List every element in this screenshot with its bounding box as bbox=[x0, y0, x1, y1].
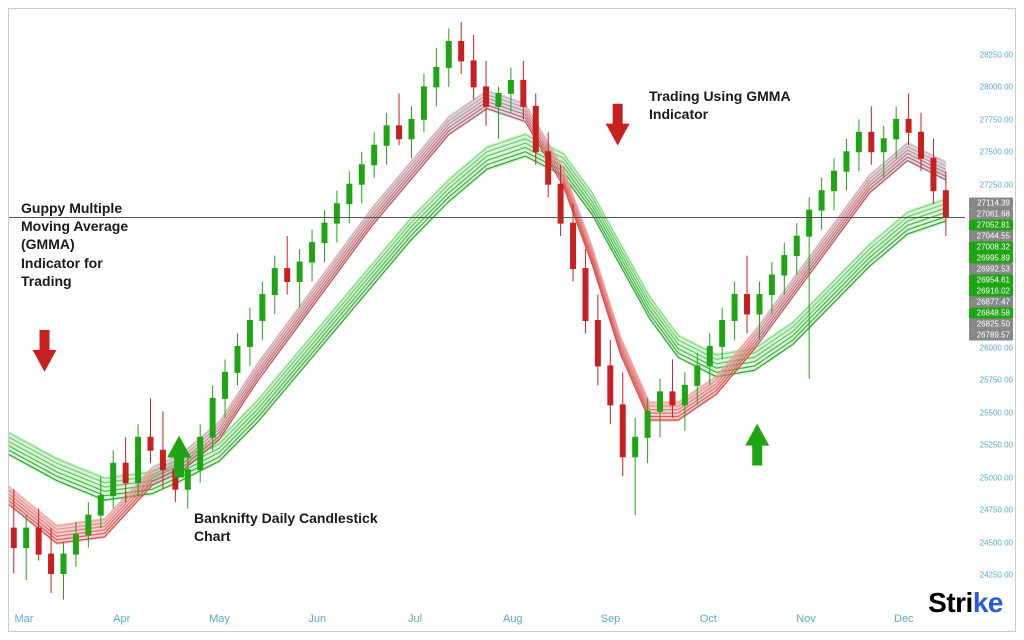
x-tick: Aug bbox=[503, 613, 523, 625]
y-tick: 25000.00 bbox=[980, 473, 1013, 482]
price-label: 26992.53 bbox=[969, 263, 1013, 274]
y-tick: 25500.00 bbox=[980, 408, 1013, 417]
y-tick: 25750.00 bbox=[980, 376, 1013, 385]
price-label: 26954.61 bbox=[969, 274, 1013, 285]
price-label: 26825.50 bbox=[969, 318, 1013, 329]
price-label: 27061.68 bbox=[969, 208, 1013, 219]
y-tick: 28000.00 bbox=[980, 83, 1013, 92]
annotation-banknifty: Banknifty Daily Candlestick Chart bbox=[194, 509, 378, 545]
x-tick: Nov bbox=[796, 613, 816, 625]
x-axis: Mar Apr May Jun Jul Aug Sep Oct Nov Dec bbox=[9, 606, 965, 631]
chart-container: 24250.00 24500.00 24750.00 25000.00 25250.00… bbox=[8, 8, 1016, 632]
price-label: 27052.81 bbox=[969, 219, 1013, 230]
price-label: 26995.89 bbox=[969, 252, 1013, 263]
price-label: 26916.02 bbox=[969, 285, 1013, 296]
candlestick-chart bbox=[9, 9, 965, 606]
x-tick: Jul bbox=[408, 613, 422, 625]
logo-blue: ke bbox=[973, 587, 1003, 618]
y-tick: 26000.00 bbox=[980, 343, 1013, 352]
logo-black: Stri bbox=[928, 587, 973, 618]
x-tick: Apr bbox=[113, 613, 130, 625]
y-tick: 27500.00 bbox=[980, 148, 1013, 157]
y-tick: 27750.00 bbox=[980, 115, 1013, 124]
x-tick: Oct bbox=[700, 613, 717, 625]
x-tick: Jun bbox=[308, 613, 326, 625]
chart-plot-area[interactable] bbox=[9, 9, 965, 606]
y-tick: 28250.00 bbox=[980, 50, 1013, 59]
price-label: 26877.47 bbox=[969, 296, 1013, 307]
y-axis: 24250.00 24500.00 24750.00 25000.00 25250.00… bbox=[965, 9, 1015, 606]
price-label: 27114.39 bbox=[969, 197, 1013, 208]
x-tick: Sep bbox=[601, 613, 621, 625]
horizontal-price-line bbox=[9, 217, 965, 218]
y-tick: 24500.00 bbox=[980, 538, 1013, 547]
y-tick: 25250.00 bbox=[980, 441, 1013, 450]
y-tick: 27250.00 bbox=[980, 180, 1013, 189]
price-label: 26789.57 bbox=[969, 329, 1013, 340]
x-tick: Dec bbox=[894, 613, 914, 625]
price-label: 27008.32 bbox=[969, 241, 1013, 252]
annotation-trading: Trading Using GMMA Indicator bbox=[649, 87, 791, 123]
price-label: 27044.55 bbox=[969, 230, 1013, 241]
x-tick: May bbox=[209, 613, 230, 625]
annotation-gmma: Guppy Multiple Moving Average (GMMA) Ind… bbox=[21, 199, 128, 290]
y-tick: 24750.00 bbox=[980, 506, 1013, 515]
strike-logo: Strike bbox=[928, 587, 1003, 619]
y-tick: 24250.00 bbox=[980, 571, 1013, 580]
x-tick: Mar bbox=[15, 613, 34, 625]
price-label: 26848.58 bbox=[969, 307, 1013, 318]
